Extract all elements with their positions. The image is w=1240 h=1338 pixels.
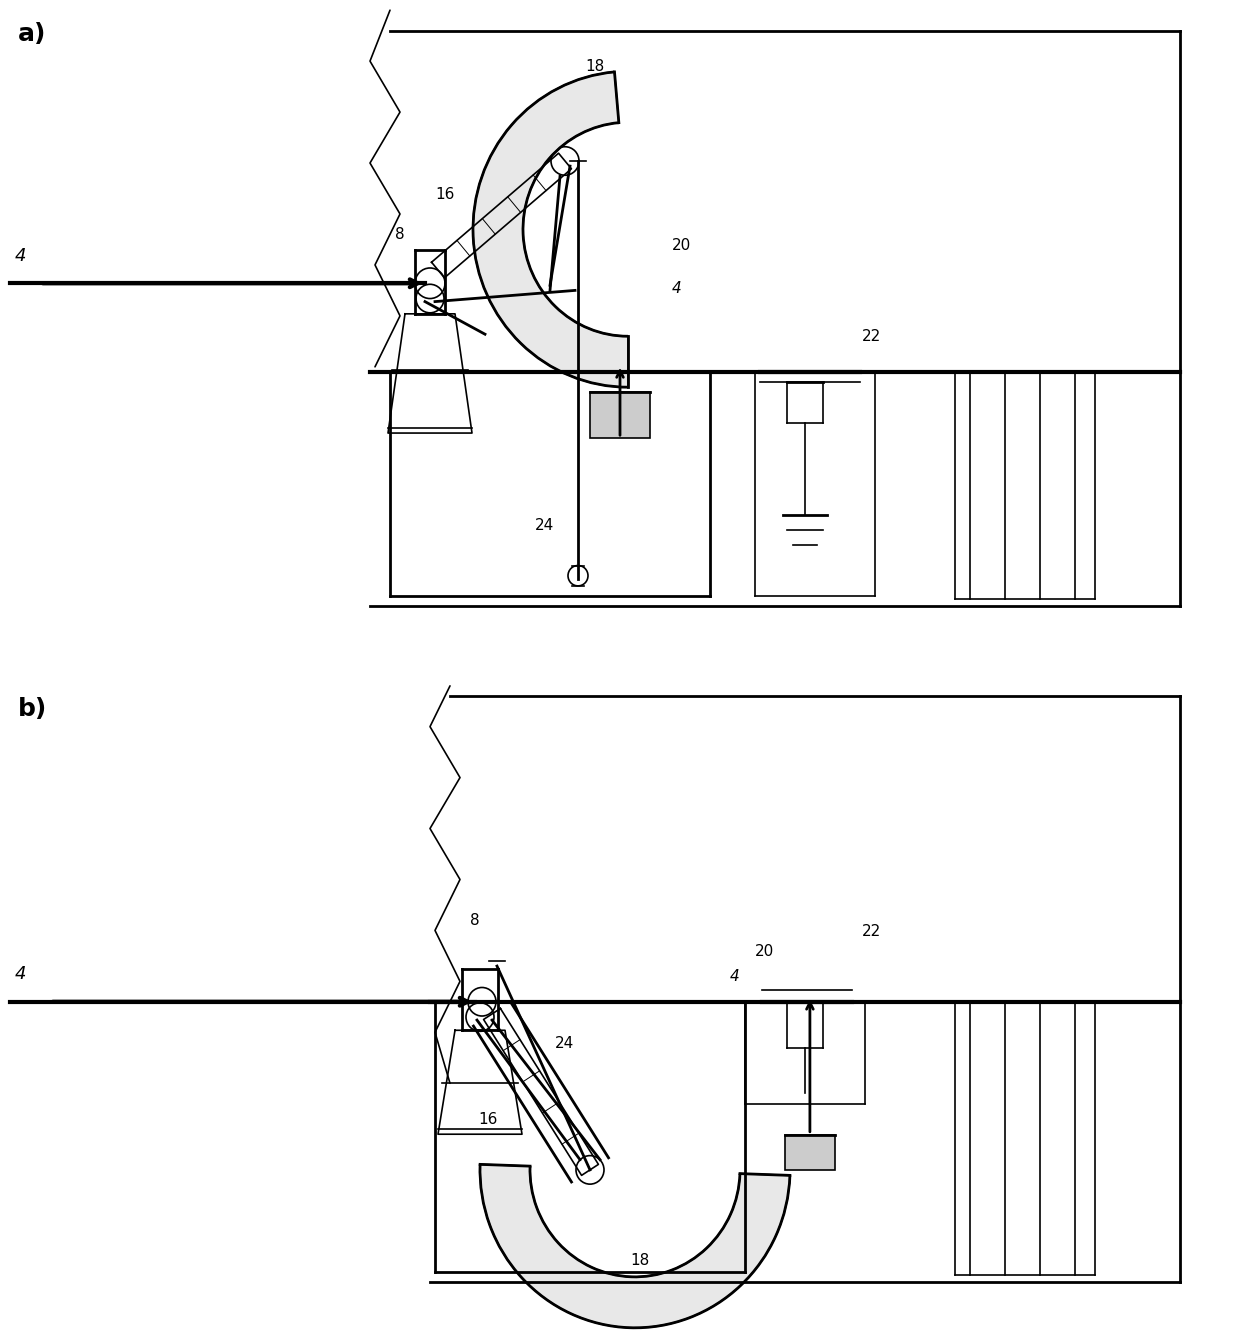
Text: 24: 24	[556, 1036, 574, 1050]
Text: 20: 20	[755, 943, 774, 959]
Text: 8: 8	[396, 227, 404, 242]
Text: 16: 16	[435, 187, 454, 202]
Text: 4: 4	[15, 246, 26, 265]
Text: 22: 22	[862, 923, 882, 938]
Bar	[590, 392, 650, 438]
Text: 24: 24	[534, 518, 554, 533]
Text: 4: 4	[672, 281, 682, 297]
Bar	[785, 1135, 835, 1171]
Text: 4: 4	[730, 969, 740, 985]
Text: 20: 20	[672, 238, 691, 253]
Text: 4: 4	[15, 965, 26, 983]
Text: 16: 16	[477, 1112, 497, 1127]
Text: 18: 18	[585, 59, 604, 75]
Text: a): a)	[19, 21, 46, 45]
Polygon shape	[480, 1164, 790, 1327]
Text: 18: 18	[630, 1252, 650, 1267]
Text: 22: 22	[862, 329, 882, 344]
Text: b): b)	[19, 697, 47, 721]
Text: 8: 8	[470, 914, 480, 929]
Polygon shape	[472, 72, 627, 387]
